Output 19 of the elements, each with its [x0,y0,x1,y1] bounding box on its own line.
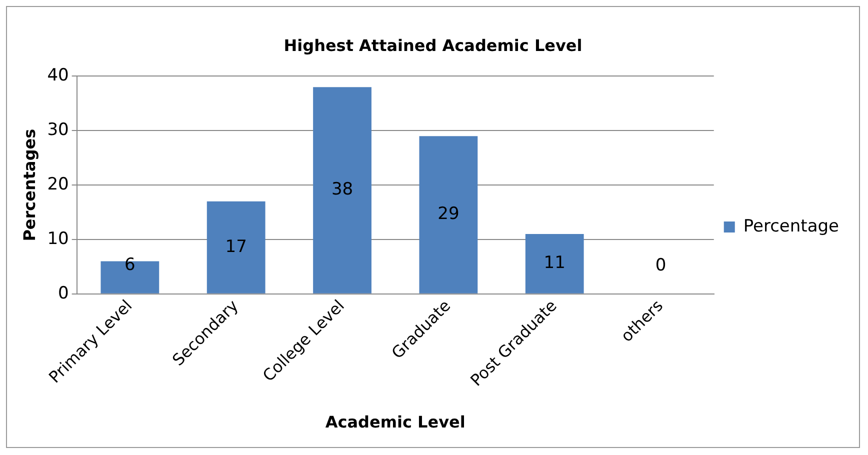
data-label: 29 [438,204,460,224]
bar [206,201,266,294]
y-tick-label: 30 [47,120,69,140]
y-tick-label: 20 [47,174,69,194]
data-label: 6 [124,254,136,275]
y-tick-label: 40 [47,66,69,86]
bar [525,234,584,294]
chart-title: Highest Attained Academic Level [284,36,582,55]
y-axis-title: Percentages [20,128,39,242]
data-label: 17 [225,236,247,257]
data-label: 11 [544,253,566,274]
data-label: 38 [331,180,354,200]
y-tick-label: 0 [58,283,69,304]
y-tick-label: 10 [47,228,69,249]
legend-label: Percentage [743,216,840,236]
bar [419,136,478,294]
x-axis-title: Academic Level [325,412,466,432]
bar [313,87,372,294]
data-label: 0 [655,255,666,276]
